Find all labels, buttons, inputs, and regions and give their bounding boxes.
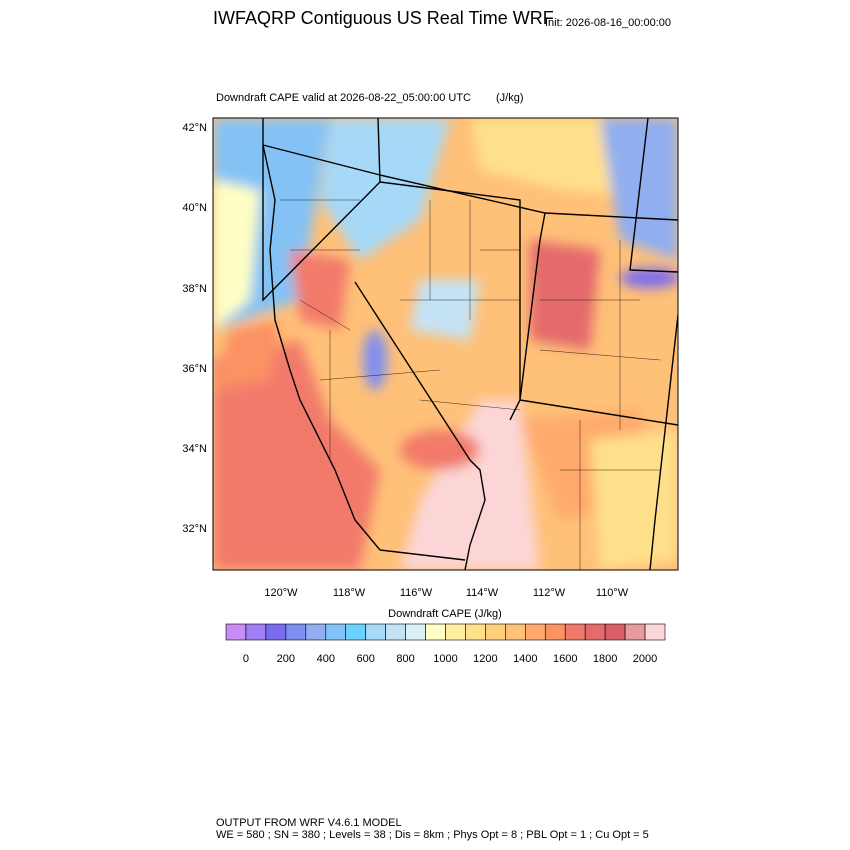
colorbar-swatch [325, 623, 347, 641]
colorbar-tick-label: 400 [317, 653, 335, 665]
lat-label: 38°N [182, 283, 207, 295]
colorbar-swatch [445, 623, 466, 641]
subtitle: Downdraft CAPE valid at 2026-08-22_05:00… [216, 92, 471, 104]
colorbar-swatch [485, 623, 506, 641]
lat-label: 42°N [182, 122, 207, 134]
colorbar-swatch [465, 623, 486, 641]
colorbar-swatch [405, 623, 426, 641]
title: IWFAQRP Contiguous US Real Time WRF [213, 8, 554, 28]
lon-label: 114°W [466, 587, 499, 599]
colorbar-tick-label: 200 [277, 653, 295, 665]
lat-label: 32°N [182, 523, 207, 535]
colorbar-swatch [544, 623, 566, 641]
lat-label: 36°N [182, 363, 207, 375]
footer-line: OUTPUT FROM WRF V4.6.1 MODEL [216, 817, 402, 829]
lon-label: 120°W [264, 587, 298, 599]
colorbar-tick-label: 800 [396, 653, 414, 665]
colorbar-swatch [604, 623, 626, 641]
init-time: Init: 2026-08-16_00:00:00 [545, 17, 671, 29]
colorbar-tick-label: 0 [243, 653, 249, 665]
colorbar-swatch [505, 623, 526, 641]
colorbar-tick-label: 1400 [513, 653, 537, 665]
lat-labels: 42°N 40°N 38°N 36°N 34°N 32°N [182, 122, 207, 535]
colorbar-title: Downdraft CAPE (J/kg) [388, 608, 502, 620]
colorbar-swatch [644, 623, 666, 641]
units: (J/kg) [496, 92, 524, 104]
lon-label: 112°W [533, 587, 566, 599]
colorbar-swatch [584, 623, 606, 641]
lon-label: 116°W [400, 587, 433, 599]
colorbar-swatch [564, 623, 586, 641]
lat-label: 40°N [182, 202, 207, 214]
colorbar-swatch [245, 623, 267, 641]
colorbar-tick-label: 1000 [433, 653, 457, 665]
lon-label: 110°W [596, 587, 629, 599]
colorbar-tick-label: 2000 [633, 653, 657, 665]
colorbar-swatch [225, 623, 247, 641]
lat-label: 34°N [182, 443, 207, 455]
colorbar-swatch [525, 623, 546, 641]
colorbar-swatch [305, 623, 327, 641]
colorbar-tick-label: 600 [357, 653, 375, 665]
footer-line: WE = 580 ; SN = 380 ; Levels = 38 ; Dis … [216, 829, 649, 841]
colorbar-tick-label: 1600 [553, 653, 577, 665]
map-field [213, 118, 678, 570]
colorbar-swatch [285, 623, 307, 641]
colorbar-swatch [425, 623, 446, 641]
lon-label: 118°W [333, 587, 366, 599]
colorbar-swatch [385, 623, 406, 641]
colorbar-swatch [365, 623, 386, 641]
colorbar-swatch [265, 623, 287, 641]
map-frame [212, 117, 679, 571]
colorbar-swatch [345, 623, 366, 641]
lon-labels: 120°W 118°W 116°W 114°W 112°W 110°W [264, 587, 628, 599]
colorbar-swatch [624, 623, 646, 641]
colorbar-tick-label: 1800 [593, 653, 617, 665]
colorbar: 0 200 400 600 800 1000 1200 1400 1600 1800 2000 [225, 623, 666, 665]
colorbar-tick-label: 1200 [473, 653, 497, 665]
